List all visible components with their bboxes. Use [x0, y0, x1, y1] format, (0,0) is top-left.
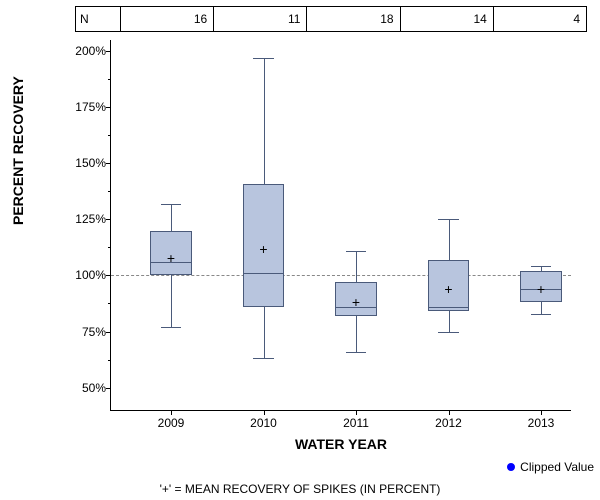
- x-tick-label: 2013: [528, 416, 555, 430]
- cap-upper: [438, 219, 458, 220]
- n-table-label: N: [76, 7, 121, 31]
- y-tick-mark: [106, 51, 111, 52]
- y-tick-minor: [108, 79, 111, 80]
- median-line: [243, 273, 285, 274]
- mean-marker: +: [259, 242, 267, 256]
- cap-lower: [438, 332, 458, 333]
- footnote: '+' = MEAN RECOVERY OF SPIKES (IN PERCEN…: [0, 482, 600, 496]
- y-tick-mark: [106, 388, 111, 389]
- cap-lower: [161, 327, 181, 328]
- whisker-upper: [449, 219, 450, 259]
- n-cell: 14: [401, 7, 494, 31]
- y-tick-minor: [108, 247, 111, 248]
- cap-upper: [346, 251, 366, 252]
- y-tick-minor: [108, 135, 111, 136]
- x-tick-mark: [356, 410, 357, 415]
- whisker-lower: [356, 316, 357, 352]
- y-axis-label: PERCENT RECOVERY: [10, 76, 26, 225]
- cap-upper: [253, 58, 273, 59]
- y-tick-label: 200%: [61, 44, 106, 58]
- y-tick-minor: [108, 191, 111, 192]
- mean-marker: +: [444, 282, 452, 296]
- plot-area: WATER YEAR 50%75%100%125%150%175%200%200…: [110, 40, 571, 411]
- whisker-lower: [171, 275, 172, 327]
- whisker-upper: [171, 204, 172, 231]
- cap-upper: [531, 266, 551, 267]
- y-tick-label: 175%: [61, 100, 106, 114]
- x-tick-label: 2012: [435, 416, 462, 430]
- y-tick-mark: [106, 107, 111, 108]
- x-tick-mark: [171, 410, 172, 415]
- cap-lower: [346, 352, 366, 353]
- n-cell: 4: [494, 7, 586, 31]
- mean-marker: +: [352, 295, 360, 309]
- n-cell: 11: [214, 7, 307, 31]
- mean-marker: +: [537, 282, 545, 296]
- y-tick-label: 100%: [61, 268, 106, 282]
- y-tick-label: 125%: [61, 212, 106, 226]
- whisker-upper: [356, 251, 357, 282]
- cap-lower: [531, 314, 551, 315]
- median-line: [428, 307, 470, 308]
- x-tick-mark: [264, 410, 265, 415]
- legend-dot-icon: [507, 463, 515, 471]
- cap-upper: [161, 204, 181, 205]
- whisker-upper: [264, 58, 265, 184]
- y-tick-mark: [106, 163, 111, 164]
- x-tick-mark: [541, 410, 542, 415]
- x-tick-label: 2010: [250, 416, 277, 430]
- chart-container: N 16 11 18 14 4 PERCENT RECOVERY WATER Y…: [0, 0, 600, 500]
- y-tick-minor: [108, 360, 111, 361]
- whisker-lower: [449, 311, 450, 331]
- y-tick-label: 150%: [61, 156, 106, 170]
- cap-lower: [253, 358, 273, 359]
- x-tick-label: 2011: [343, 416, 369, 430]
- y-tick-mark: [106, 332, 111, 333]
- n-cell: 16: [121, 7, 214, 31]
- whisker-lower: [264, 307, 265, 359]
- reference-line: [111, 275, 571, 276]
- mean-marker: +: [167, 251, 175, 265]
- whisker-lower: [541, 302, 542, 313]
- y-tick-label: 50%: [61, 381, 106, 395]
- x-tick-label: 2009: [158, 416, 185, 430]
- y-tick-minor: [108, 303, 111, 304]
- x-tick-mark: [449, 410, 450, 415]
- y-tick-mark: [106, 219, 111, 220]
- legend-label: Clipped Value: [520, 460, 594, 474]
- y-tick-label: 75%: [61, 325, 106, 339]
- x-axis-label: WATER YEAR: [111, 436, 571, 452]
- n-cell: 18: [307, 7, 400, 31]
- legend: Clipped Value: [507, 460, 594, 474]
- n-table: N 16 11 18 14 4: [75, 6, 587, 32]
